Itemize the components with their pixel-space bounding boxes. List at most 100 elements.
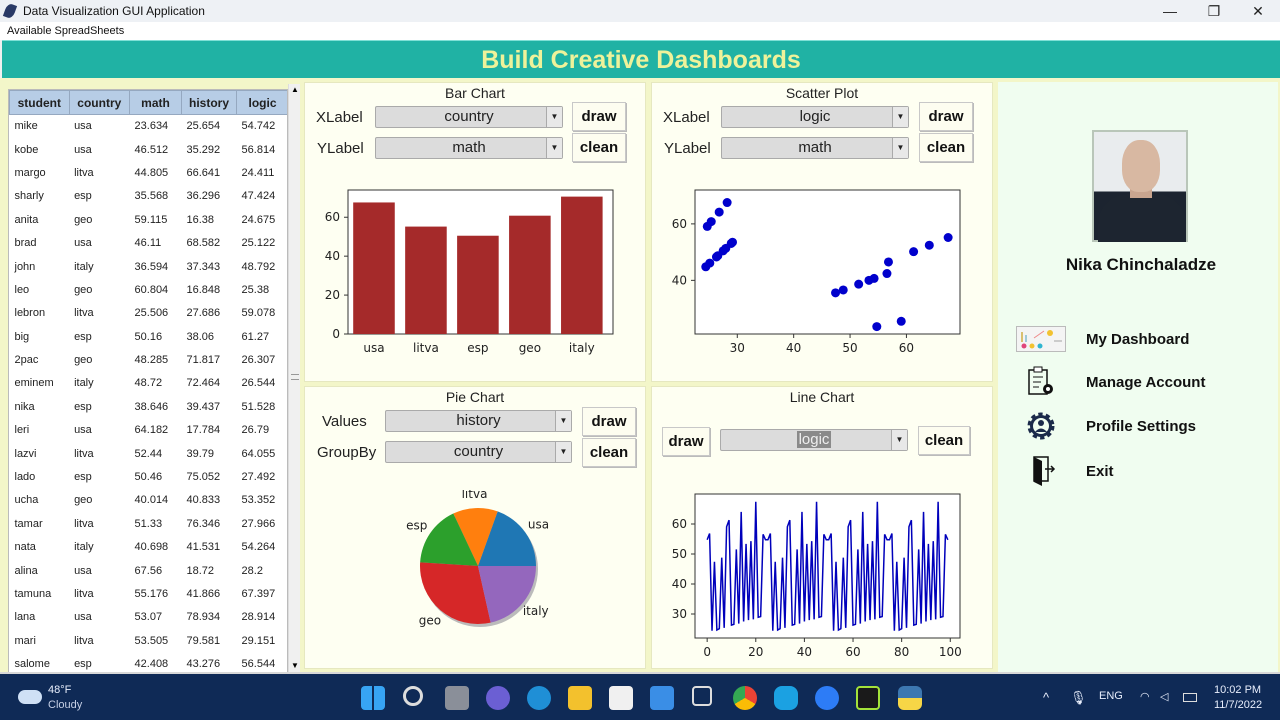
table-cell: 28.914 [241, 611, 276, 624]
microphone-icon[interactable]: 🎙 [1070, 690, 1087, 705]
table-cell: 36.296 [186, 190, 221, 203]
table-row[interactable]: lebron litva 25.506 27.686 59.078 [10, 302, 288, 325]
chevron-down-icon[interactable]: ▼ [555, 411, 571, 431]
table-row[interactable]: leri usa 64.182 17.784 26.79 [10, 419, 288, 442]
table-row[interactable]: lazvi litva 52.44 39.79 64.055 [10, 442, 288, 465]
line-draw-button[interactable]: draw [662, 427, 710, 456]
line-clean-button[interactable]: clean [918, 426, 970, 455]
minimize-button[interactable]: — [1163, 3, 1177, 19]
wifi-icon[interactable]: ◠ [1140, 691, 1150, 703]
pie-values-select[interactable]: history ▼ [385, 410, 572, 432]
column-header-history[interactable]: history [180, 90, 238, 115]
table-row[interactable]: 2pac geo 48.285 71.817 26.307 [10, 348, 288, 371]
scroll-thumb[interactable] [291, 374, 299, 380]
chrome-icon[interactable] [733, 686, 757, 710]
file-explorer-icon[interactable] [568, 686, 592, 710]
scatter-clean-button[interactable]: clean [919, 133, 973, 162]
clock-time[interactable]: 10:02 PM [1214, 684, 1262, 696]
nav-manage-account[interactable]: Manage Account [1014, 365, 1274, 399]
chevron-down-icon[interactable]: ▼ [892, 107, 908, 127]
table-scrollbar[interactable]: ▲ ▼ [288, 84, 300, 672]
table-row[interactable]: lado esp 50.46 75.052 27.492 [10, 465, 288, 488]
table-row[interactable]: tamuna litva 55.176 41.866 67.397 [10, 582, 288, 605]
chevron-down-icon[interactable]: ▼ [891, 430, 907, 450]
nav-my-dashboard[interactable]: My Dashboard [1014, 322, 1274, 356]
table-row[interactable]: margo litva 44.805 66.641 24.411 [10, 161, 288, 184]
column-header-country[interactable]: country [68, 90, 131, 115]
scatter-xlabel-select[interactable]: logic ▼ [721, 106, 909, 128]
line-column-select[interactable]: logic ▼ [720, 429, 908, 451]
chevron-up-icon[interactable]: ^ [1043, 690, 1050, 705]
taskbar: 48°F Cloudy ^ 🎙 ENG ◠ ◁ 10:02 PM 11/7/20… [0, 672, 1280, 720]
chevron-down-icon[interactable]: ▼ [892, 138, 908, 158]
column-header-logic[interactable]: logic [236, 90, 287, 115]
battery-icon[interactable] [1183, 693, 1197, 702]
pie-groupby-select[interactable]: country ▼ [385, 441, 572, 463]
language-indicator[interactable]: ENG [1099, 690, 1123, 702]
bar-draw-button[interactable]: draw [572, 102, 626, 131]
table-row[interactable]: sharly esp 35.568 36.296 47.424 [10, 185, 288, 208]
menu-available-spreadsheets[interactable]: Available SpreadSheets [0, 22, 1280, 40]
table-row[interactable]: mike usa 23.634 25.654 54.742 [10, 115, 288, 138]
pie-draw-button[interactable]: draw [582, 407, 636, 436]
close-button[interactable]: ✕ [1252, 2, 1264, 19]
svg-text:geo: geo [419, 614, 441, 628]
edge-icon[interactable] [527, 686, 551, 710]
nav-exit[interactable]: Exit [1014, 454, 1274, 488]
svg-text:60: 60 [325, 210, 340, 224]
scroll-up-arrow-icon[interactable]: ▲ [291, 85, 299, 94]
weather-temp[interactable]: 48°F [48, 684, 72, 696]
bar-xlabel-select[interactable]: country ▼ [375, 106, 563, 128]
column-header-math[interactable]: math [129, 90, 182, 115]
chevron-down-icon[interactable]: ▼ [555, 442, 571, 462]
table-cell: esp [74, 658, 92, 671]
exit-door-icon [1014, 456, 1068, 486]
dev-tool-icon[interactable] [692, 686, 712, 706]
scatter-draw-button[interactable]: draw [919, 102, 973, 131]
search-icon[interactable] [403, 686, 423, 706]
python-icon[interactable] [898, 686, 922, 710]
weather-desc[interactable]: Cloudy [48, 699, 83, 711]
table-row[interactable]: john italy 36.594 37.343 48.792 [10, 255, 288, 278]
chevron-down-icon[interactable]: ▼ [546, 138, 562, 158]
bar-panel-title: Bar Chart [445, 85, 505, 101]
scatter-ylabel-select[interactable]: math ▼ [721, 137, 909, 159]
chevron-down-icon[interactable]: ▼ [546, 107, 562, 127]
table-row[interactable]: alina usa 67.56 18.72 28.2 [10, 559, 288, 582]
table-cell: 64.182 [134, 424, 169, 437]
restore-button[interactable]: ❐ [1207, 2, 1221, 19]
svg-text:40: 40 [786, 341, 801, 355]
pie-clean-button[interactable]: clean [582, 438, 636, 467]
table-row[interactable]: kobe usa 46.512 35.292 56.814 [10, 138, 288, 161]
zoom-icon[interactable] [815, 686, 839, 710]
volume-icon[interactable]: ◁ [1160, 691, 1169, 703]
bar-clean-button[interactable]: clean [572, 133, 626, 162]
table-body: mike usa 23.634 25.654 54.742 kobe usa 46.512 35… [10, 115, 288, 673]
table-row[interactable]: mari litva 53.505 79.581 29.151 [10, 629, 288, 652]
cloud-weather-icon[interactable] [18, 690, 42, 704]
bar-ylabel-select[interactable]: math ▼ [375, 137, 563, 159]
table-row[interactable]: ucha geo 40.014 40.833 53.352 [10, 489, 288, 512]
task-view-icon[interactable] [445, 686, 469, 710]
table-row[interactable]: tamar litva 51.33 76.346 27.966 [10, 512, 288, 535]
table-row[interactable]: nata italy 40.698 41.531 54.264 [10, 536, 288, 559]
table-row[interactable]: lana usa 53.07 78.934 28.914 [10, 606, 288, 629]
store-icon[interactable] [609, 686, 633, 710]
scroll-down-arrow-icon[interactable]: ▼ [291, 661, 299, 670]
teams-chat-icon[interactable] [486, 686, 510, 710]
table-cell: 2pac [14, 354, 39, 367]
table-row[interactable]: leo geo 60.804 16.848 25.38 [10, 278, 288, 301]
skype-icon[interactable] [774, 686, 798, 710]
table-row[interactable]: salome esp 42.408 43.276 56.544 [10, 652, 288, 672]
column-header-student[interactable]: student [9, 90, 70, 115]
nav-profile-settings[interactable]: Profile Settings [1014, 409, 1274, 443]
table-row[interactable]: nika esp 38.646 39.437 51.528 [10, 395, 288, 418]
table-row[interactable]: anita geo 59.115 16.38 24.675 [10, 208, 288, 231]
table-row[interactable]: big esp 50.16 38.06 61.27 [10, 325, 288, 348]
table-row[interactable]: brad usa 46.11 68.582 25.122 [10, 231, 288, 254]
clock-date[interactable]: 11/7/2022 [1214, 699, 1263, 711]
pycharm-icon[interactable] [856, 686, 880, 710]
start-icon[interactable] [361, 686, 385, 710]
mail-icon[interactable] [650, 686, 674, 710]
table-row[interactable]: eminem italy 48.72 72.464 26.544 [10, 372, 288, 395]
